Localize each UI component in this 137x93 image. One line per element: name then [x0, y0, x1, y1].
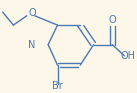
Text: N: N: [28, 40, 36, 50]
Text: O: O: [29, 8, 37, 19]
Text: OH: OH: [121, 51, 136, 61]
Text: Br: Br: [52, 81, 63, 92]
Text: O: O: [109, 15, 116, 25]
